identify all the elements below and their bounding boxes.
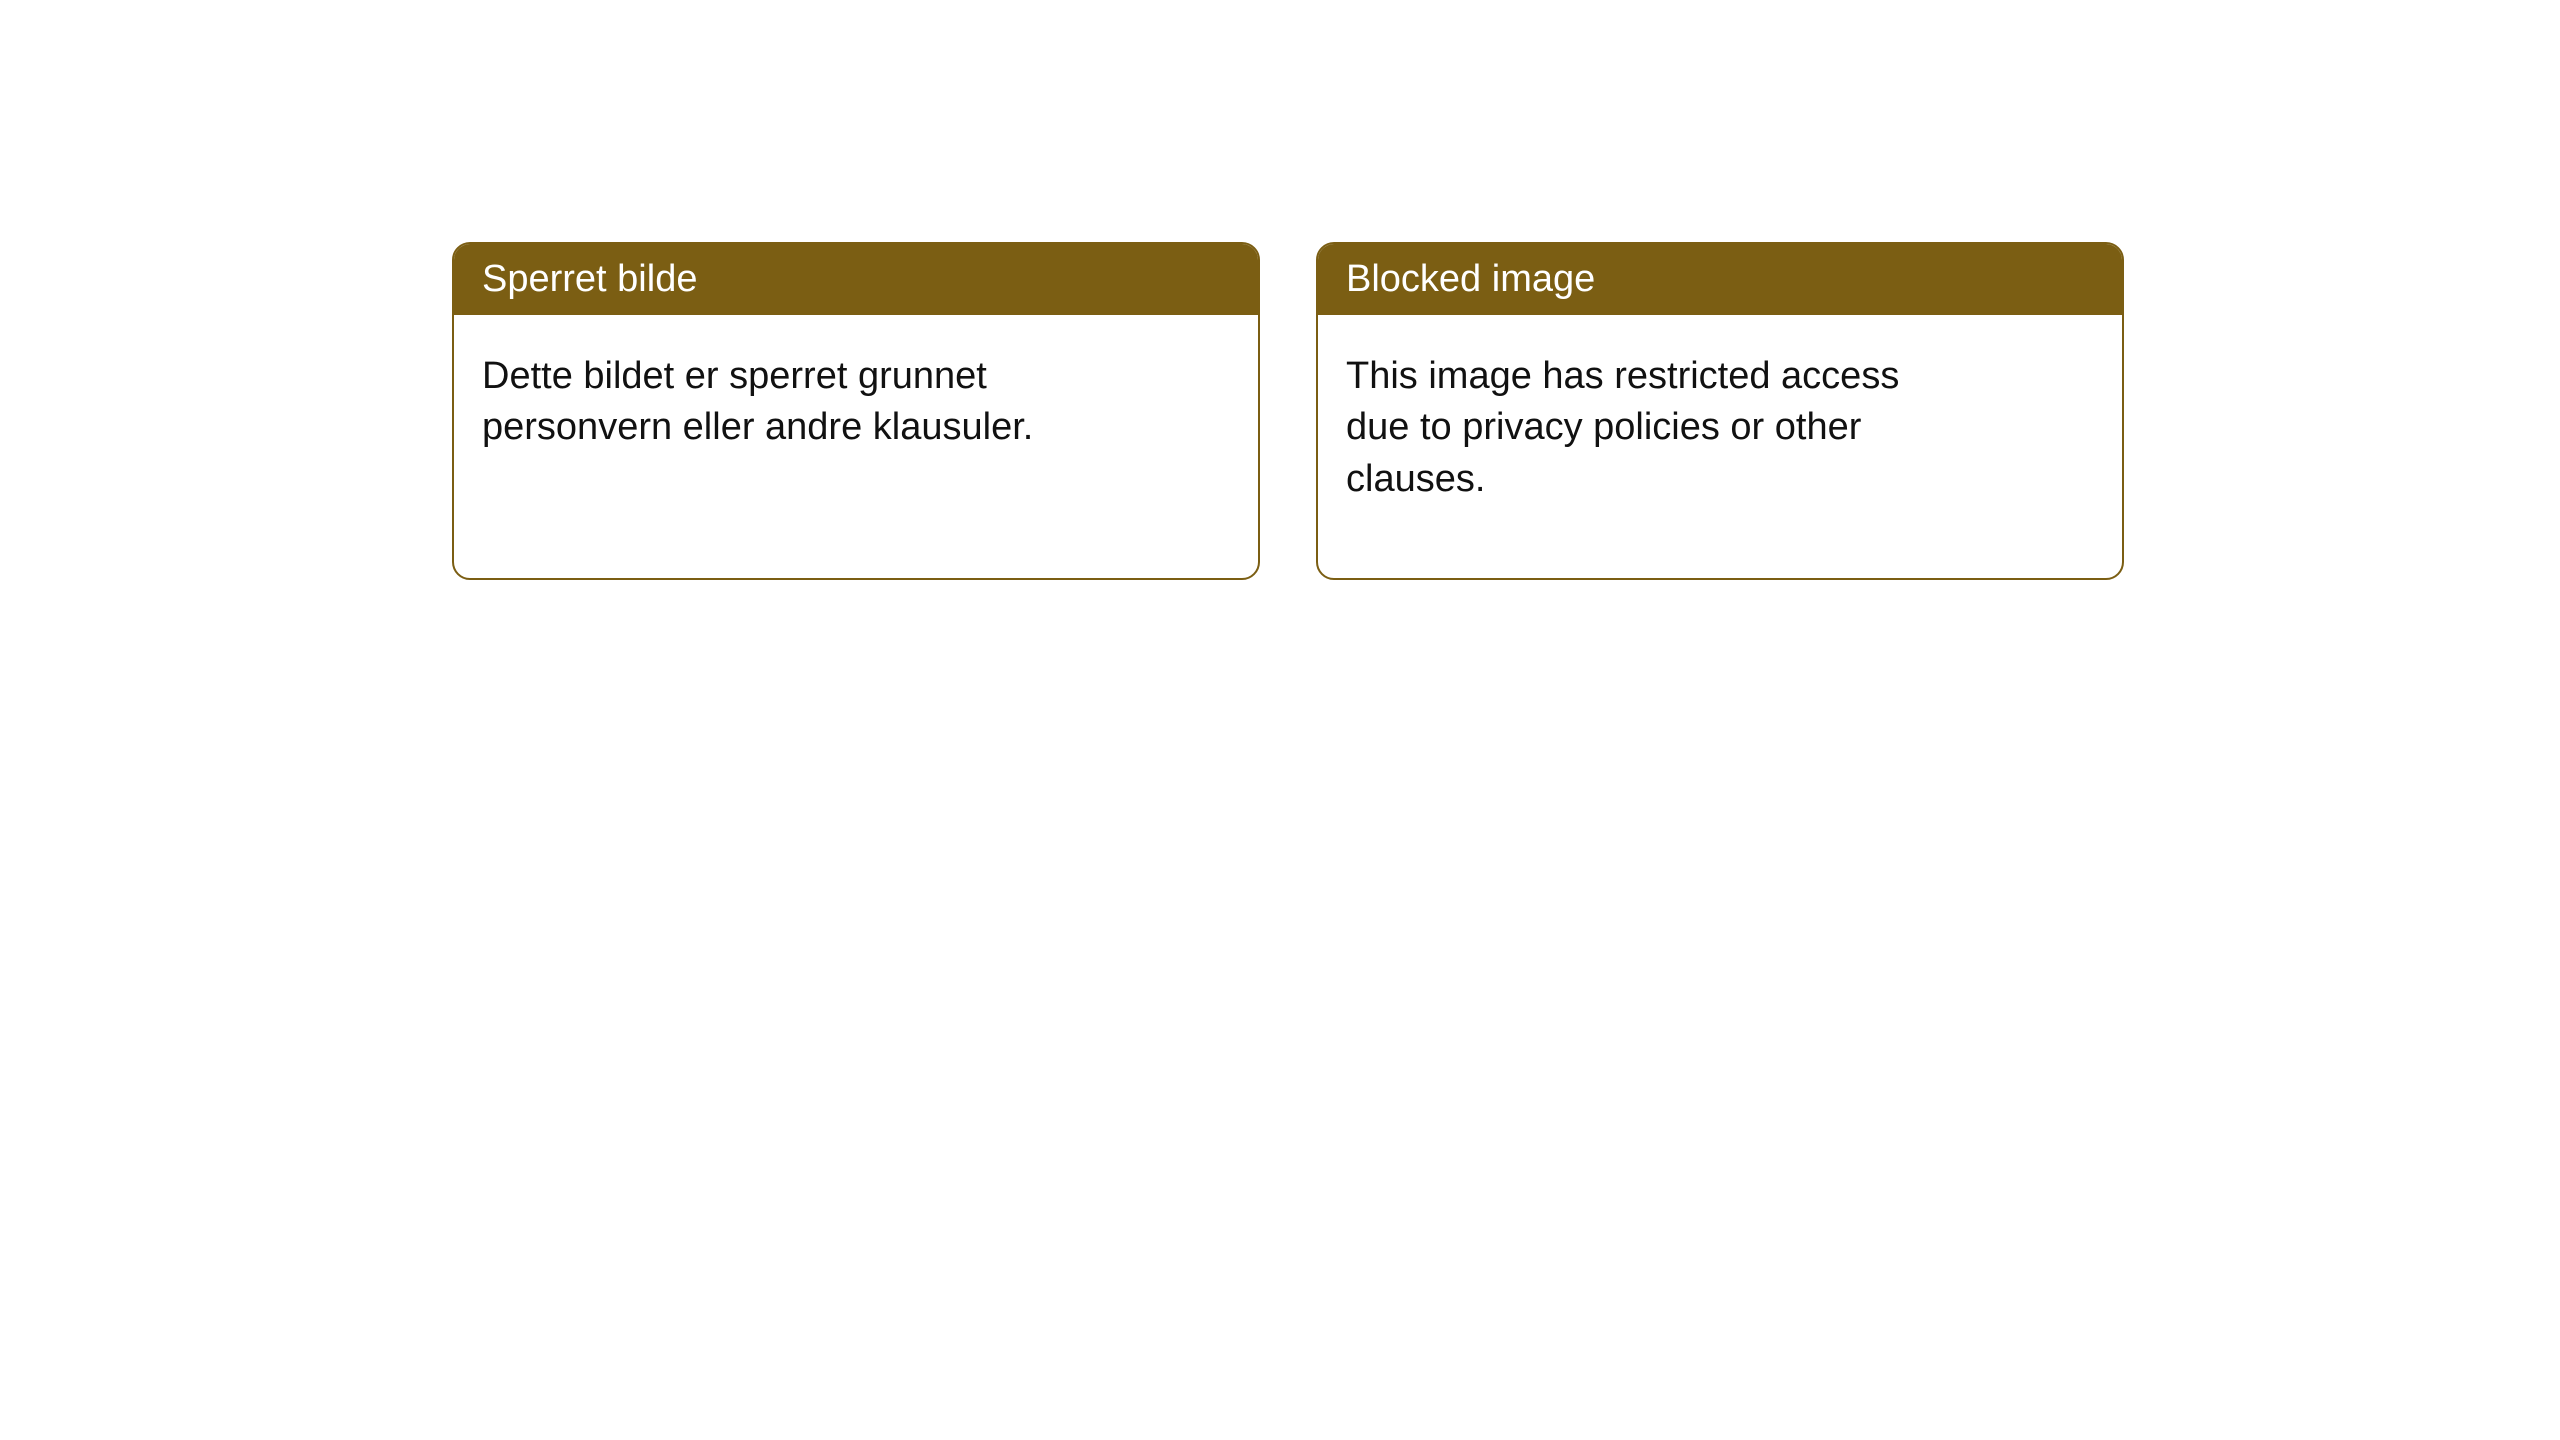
- blocked-image-card-english: Blocked image This image has restricted …: [1316, 242, 2124, 580]
- notice-header-norwegian: Sperret bilde: [454, 244, 1258, 315]
- notice-body-english: This image has restricted access due to …: [1318, 315, 1998, 541]
- notice-body-norwegian: Dette bildet er sperret grunnet personve…: [454, 315, 1134, 490]
- blocked-image-card-norwegian: Sperret bilde Dette bildet er sperret gr…: [452, 242, 1260, 580]
- blocked-image-notice-container: Sperret bilde Dette bildet er sperret gr…: [452, 242, 2560, 580]
- notice-title-english: Blocked image: [1346, 258, 1595, 300]
- notice-text-norwegian: Dette bildet er sperret grunnet personve…: [482, 355, 1033, 448]
- notice-text-english: This image has restricted access due to …: [1346, 355, 1899, 500]
- notice-header-english: Blocked image: [1318, 244, 2122, 315]
- notice-title-norwegian: Sperret bilde: [482, 258, 697, 300]
